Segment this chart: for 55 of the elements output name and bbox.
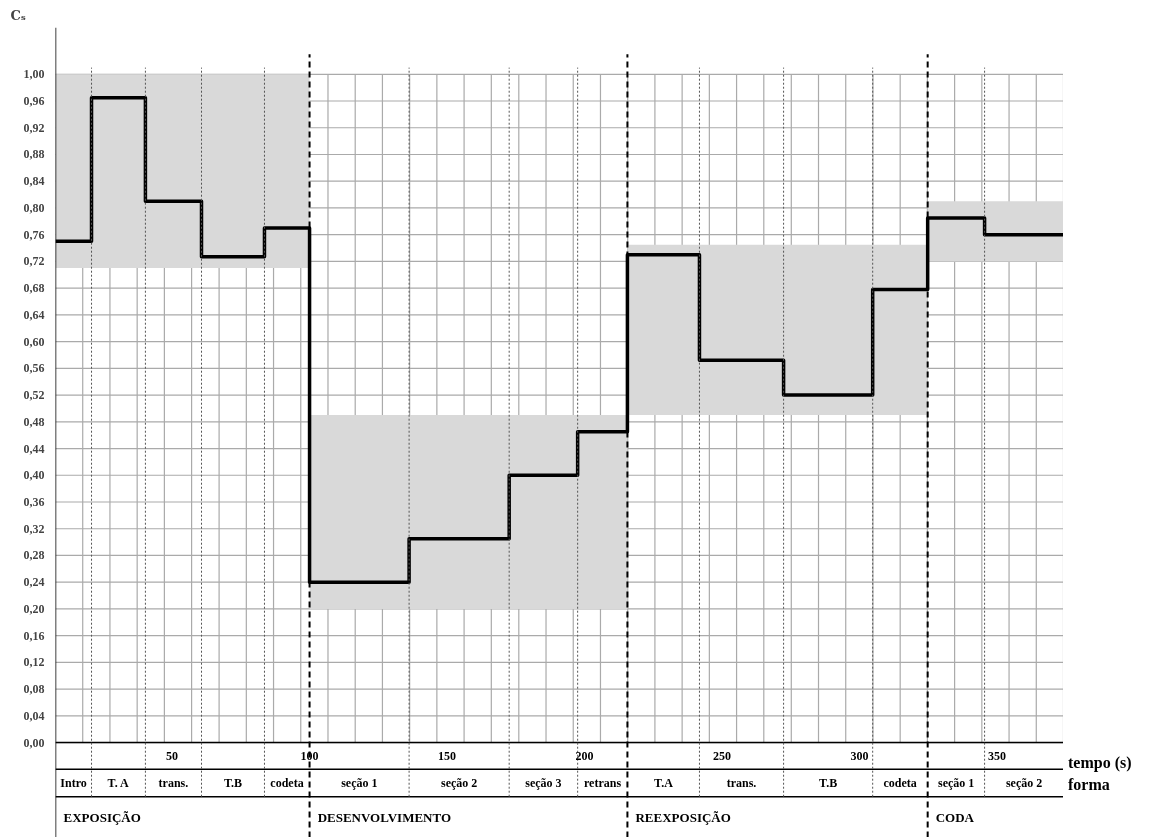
text: T.A	[654, 776, 674, 791]
y-tick-label: 0,16	[23, 628, 45, 643]
text: T.B	[819, 776, 838, 791]
text: Intro	[60, 776, 87, 791]
text: codeta	[270, 776, 304, 791]
text: T. A	[107, 776, 130, 791]
y-tick-label: 0,88	[23, 147, 45, 162]
y-tick-label: 0,24	[23, 575, 45, 590]
y-tick-label: 0,12	[23, 655, 45, 670]
y-tick-label: 0,40	[23, 468, 45, 483]
y-tick-label: 0,92	[23, 120, 45, 135]
text: seção 1	[341, 776, 378, 791]
y-tick-label: 0,64	[23, 307, 45, 322]
text: CODA	[935, 809, 975, 825]
text: seção 3	[525, 776, 562, 791]
y-tick-label: 0,44	[23, 441, 45, 456]
text: seção 1	[937, 776, 975, 791]
text: codeta	[883, 776, 917, 791]
y-tick-label: 0,76	[23, 227, 45, 242]
text: T.B	[223, 776, 243, 791]
y-tick-label: 0,00	[23, 735, 45, 750]
text: seção 2	[1005, 776, 1043, 791]
text: forma	[1068, 776, 1110, 793]
y-tick-label: 0,32	[23, 521, 45, 536]
x-tick-label: 200	[575, 748, 594, 763]
x-tick-label: 100	[300, 748, 319, 763]
text: retrans	[583, 776, 622, 791]
y-tick-label: 0,60	[23, 334, 45, 349]
text: seção 2	[440, 776, 478, 791]
y-tick-label: 0,80	[23, 200, 45, 215]
y-tick-label: 0,68	[23, 281, 45, 296]
y-tick-label: 0,48	[23, 414, 45, 429]
y-tick-label: 0,28	[23, 548, 45, 563]
y-tick-label: 0,08	[23, 682, 45, 697]
text: REEXPOSIÇÃO	[635, 809, 731, 825]
text: EXPOSIÇÃO	[63, 809, 141, 825]
text: DESENVOLVIMENTO	[317, 809, 452, 825]
x-tick-label: 50	[166, 748, 179, 763]
x-tick-label: 150	[438, 748, 457, 763]
y-tick-label: 0,20	[23, 601, 45, 616]
y-tick-label: 0,04	[23, 708, 45, 723]
y-tick-label: 0,72	[23, 254, 45, 269]
text: trans.	[726, 776, 757, 791]
y-tick-label: 0,84	[23, 174, 45, 189]
y-tick-label: 0,36	[23, 495, 45, 509]
y-axis-title: Cₛ	[10, 7, 26, 23]
text: trans.	[158, 776, 189, 791]
x-tick-label: 300	[850, 748, 869, 763]
y-tick-label: 1,00	[23, 67, 45, 82]
x-axis-title: tempo (s)	[1068, 754, 1132, 771]
y-tick-label: 0,56	[23, 361, 45, 376]
x-tick-label: 350	[987, 748, 1006, 763]
x-tick-label: 250	[713, 748, 731, 763]
y-tick-label: 0,96	[23, 94, 45, 109]
y-tick-label: 0,52	[23, 388, 45, 403]
